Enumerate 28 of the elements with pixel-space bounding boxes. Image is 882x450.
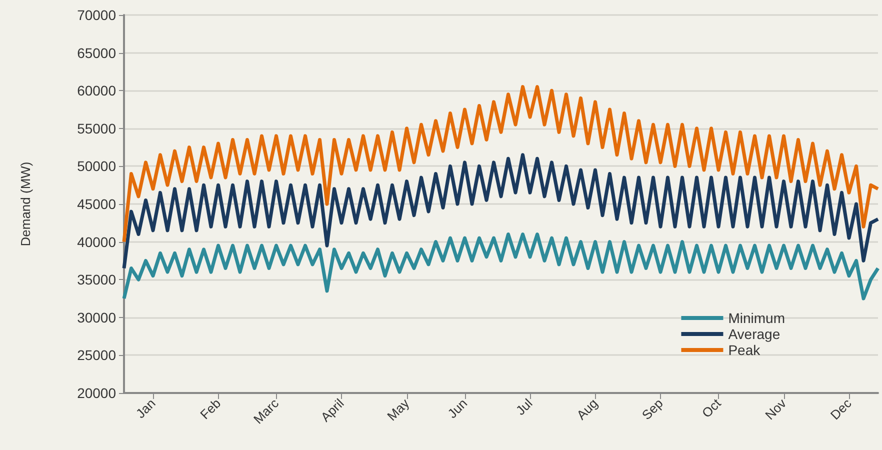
legend-label: Minimum (728, 310, 785, 326)
line-series (122, 85, 880, 244)
x-tick-label: Sep (638, 396, 666, 423)
y-tick-label: 55000 (77, 120, 116, 136)
x-tick-label: Jul (512, 396, 536, 418)
legend-label: Peak (728, 342, 762, 358)
x-tick-label: May (384, 395, 412, 424)
y-axis-title: Demand (MW) (18, 162, 33, 246)
y-tick-label: 25000 (77, 347, 116, 364)
x-tick-label: Dec (827, 395, 855, 423)
y-tick-label: 70000 (77, 7, 116, 23)
line-series (122, 232, 880, 300)
x-tick-label: Feb (197, 396, 224, 422)
y-tick-label: 45000 (77, 196, 116, 212)
x-tick-label: Jun (444, 396, 470, 422)
x-tick-label: Nov (762, 395, 790, 423)
line-series (122, 153, 880, 270)
y-tick-label: 35000 (77, 272, 116, 288)
y-tick-label: 20000 (77, 385, 116, 401)
y-tick-label: 40000 (77, 234, 116, 250)
y-tick-label: 30000 (77, 309, 116, 326)
x-tick-label: Aug (574, 396, 601, 423)
legend-label: Average (728, 326, 780, 342)
y-tick-label: 65000 (77, 44, 116, 61)
y-tick-label: 50000 (77, 158, 116, 174)
x-tick-label: Jan (132, 396, 158, 422)
y-tick-label: 60000 (77, 82, 116, 99)
x-tick-label: Oct (698, 395, 724, 421)
